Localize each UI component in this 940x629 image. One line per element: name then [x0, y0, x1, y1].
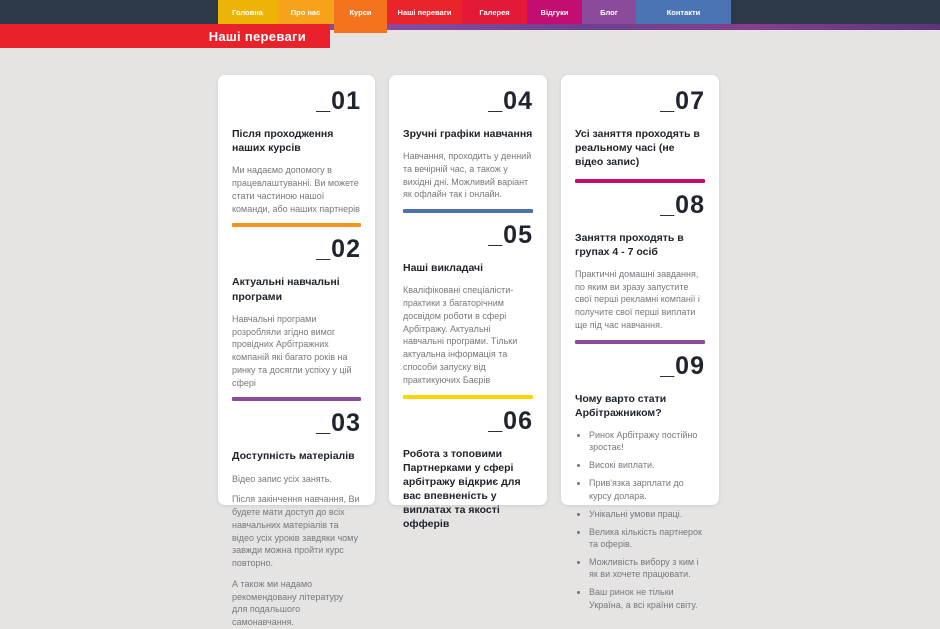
- section-number: _07: [660, 87, 705, 115]
- nav-item-label: Блог: [600, 7, 618, 17]
- section-paragraphs: Ми надаємо допомогу в працевлаштуванні. …: [232, 164, 361, 215]
- section-paragraph: Відео запис усіх занять.: [232, 473, 332, 484]
- nav-item-label: Про нас: [290, 7, 321, 17]
- section-paragraphs: Навчальні програми розробляли згідно вим…: [232, 313, 361, 390]
- advantage-section: _09 Чому варто стати Арбітражником? Рино…: [575, 351, 705, 611]
- section-number: _02: [316, 235, 361, 264]
- section-number: _05: [488, 221, 533, 250]
- bullet-item: Велика кількість партнерок та оферів.: [589, 526, 705, 550]
- advantage-section: _07 Усі заняття проходять в реальному ча…: [575, 89, 705, 183]
- advantages-card-column: _07 Усі заняття проходять в реальному ча…: [561, 75, 719, 610]
- section-divider-bar: [232, 397, 361, 402]
- bullet-item: Ринок Арбітражу постійно зростає!: [589, 429, 705, 453]
- bullet-item: Можливість вибору з ким і як ви хочете п…: [589, 556, 705, 580]
- section-paragraph: Ми надаємо допомогу в працевлаштуванні. …: [232, 165, 360, 214]
- nav-item[interactable]: Відгуки: [527, 0, 582, 24]
- section-paragraph: Кваліфіковані спеціалісти-практики з баг…: [403, 285, 518, 385]
- advantage-section: _05 Наші викладачі Кваліфіковані спеціал…: [403, 221, 533, 399]
- nav-item-label: Головна: [232, 7, 263, 17]
- section-divider-bar: [232, 223, 361, 228]
- bullet-item: Унікальні умови праці.: [589, 508, 705, 520]
- top-navbar: Головна Про нас Курси Наші переваги Гале…: [0, 0, 940, 33]
- section-paragraph: Навчання, проходить у денний та вечірній…: [403, 151, 532, 200]
- nav-item[interactable]: Блог: [582, 0, 636, 24]
- section-title: Зручні графіки навчання: [403, 128, 533, 140]
- section-number: _04: [488, 87, 533, 115]
- section-title: Заняття проходять в групах 4 - 7 осіб: [575, 231, 684, 258]
- section-title: Усі заняття проходять в реальному часі (…: [575, 128, 700, 169]
- nav-item[interactable]: Курси: [334, 0, 387, 33]
- advantage-section: _03 Доступність матеріалів Відео запис у…: [232, 411, 361, 629]
- section-number: _08: [660, 190, 705, 219]
- decorative-purple-strip: [0, 24, 940, 30]
- section-title: Наші викладачі: [403, 262, 484, 275]
- nav-item-label: Наші переваги: [397, 7, 452, 17]
- section-divider-bar: [575, 339, 705, 344]
- nav-item[interactable]: Контакти: [636, 0, 731, 24]
- bullet-item: Прив'язка зарплати до курсу долара.: [589, 477, 705, 501]
- nav-item-label: Контакти: [666, 7, 701, 17]
- page-title-badge: Наші переваги: [0, 24, 330, 48]
- advantage-section: _06 Робота з топовими Партнерками у сфер…: [403, 406, 533, 532]
- section-paragraphs: Відео запис усіх занять. Після закінчення…: [232, 473, 361, 629]
- advantages-card-column: _01 Після проходження наших курсів Ми на…: [218, 75, 375, 627]
- section-title: Доступність матеріалів: [232, 450, 355, 463]
- page-title: Наші переваги: [208, 28, 306, 44]
- nav-item[interactable]: Про нас: [277, 0, 334, 24]
- section-divider-bar: [403, 394, 533, 399]
- advantages-card-column: _04 Зручні графіки навчання Навчання, пр…: [389, 75, 547, 530]
- nav-items: Головна Про нас Курси Наші переваги Гале…: [218, 0, 731, 33]
- section-title: Актуальні навчальні програми: [232, 276, 340, 303]
- nav-item-label: Галерея: [479, 7, 510, 17]
- section-divider-bar: [575, 178, 705, 183]
- nav-item-label: Відгуки: [540, 7, 569, 17]
- advantage-section: _04 Зручні графіки навчання Навчання, пр…: [403, 87, 533, 214]
- section-title: Чому варто стати Арбітражником?: [575, 392, 667, 419]
- section-number: _06: [488, 406, 533, 435]
- section-paragraph: Навчальні програми розробляли згідно вим…: [232, 313, 352, 388]
- nav-item[interactable]: Головна: [218, 0, 277, 24]
- section-paragraph: Після закінчення навчання, Ви будете мат…: [232, 494, 360, 569]
- nav-item-label: Курси: [349, 8, 372, 17]
- columns: _01 Після проходження наших курсів Ми на…: [0, 75, 940, 627]
- section-paragraphs: Кваліфіковані спеціалісти-практики з баг…: [403, 284, 533, 386]
- section-divider-bar: [403, 209, 533, 214]
- section-number: _03: [316, 409, 361, 438]
- advantage-section: _02 Актуальні навчальні програми Навчаль…: [232, 235, 361, 402]
- nav-item[interactable]: Наші переваги: [387, 0, 462, 24]
- section-bullet-list: Ринок Арбітражу постійно зростає! Високі …: [575, 429, 705, 611]
- section-paragraph: А також ми надамо рекомендовану літерату…: [232, 578, 344, 628]
- section-paragraph: Практичні домашні завдання, по яким ви з…: [575, 268, 700, 330]
- advantage-section: _01 Після проходження наших курсів Ми на…: [232, 87, 361, 228]
- section-paragraphs: Навчання, проходить у денний та вечірній…: [403, 150, 533, 201]
- section-paragraphs: Практичні домашні завдання, по яким ви з…: [575, 268, 705, 332]
- bullet-item: Ваш ринок не тільки Україна, а всі країн…: [589, 586, 705, 610]
- advantage-section: _08 Заняття проходять в групах 4 - 7 осі…: [575, 190, 705, 344]
- bullet-item: Високі виплати.: [589, 459, 705, 471]
- section-title: Після проходження наших курсів: [232, 128, 334, 155]
- nav-item[interactable]: Галерея: [462, 0, 527, 24]
- section-number: _01: [316, 87, 361, 115]
- section-title: Робота з топовими Партнерками у сфері ар…: [403, 447, 521, 531]
- section-number: _09: [660, 351, 705, 380]
